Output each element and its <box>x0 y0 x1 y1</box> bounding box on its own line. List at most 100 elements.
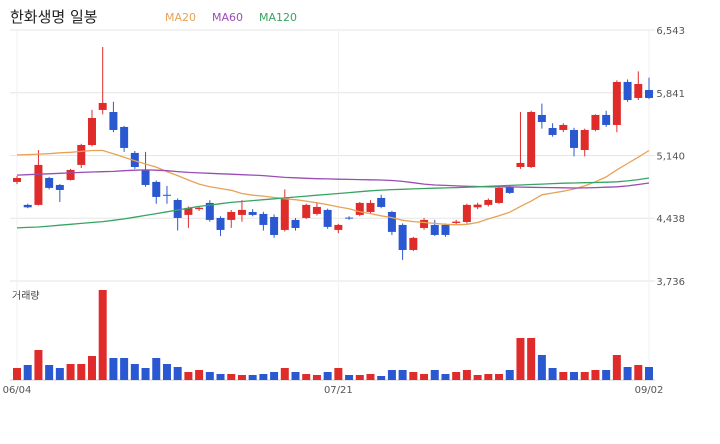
volume-bar <box>612 355 621 380</box>
volume-bar <box>34 350 43 380</box>
volume-bar <box>430 370 439 380</box>
x-tick-label: 09/02 <box>635 385 664 396</box>
candle-body <box>516 162 525 167</box>
candle-body <box>323 209 332 227</box>
volume-bar <box>505 370 514 380</box>
candle-body <box>452 221 461 223</box>
candle-body <box>162 194 171 196</box>
candle-body <box>623 81 632 101</box>
candle-body <box>109 111 118 130</box>
candle-body <box>409 237 418 250</box>
volume-bar <box>130 364 139 380</box>
candle-body <box>141 169 150 185</box>
volume-bar <box>280 368 289 380</box>
volume-bar <box>334 368 343 380</box>
volume-bar <box>462 370 471 380</box>
candle-body <box>484 199 493 205</box>
y-tick-label: 4,438 <box>656 214 685 225</box>
volume-bar <box>291 372 300 380</box>
candle-body <box>505 186 514 193</box>
volume-bar <box>559 372 568 380</box>
volume-bar <box>184 372 193 380</box>
candle-body <box>570 129 579 148</box>
candle-body <box>152 181 161 197</box>
ma-line <box>16 169 650 189</box>
candle-body <box>527 111 536 167</box>
candle-body <box>462 204 471 222</box>
volume-bar <box>227 374 236 380</box>
chart-title: 한화생명 일봉 <box>10 8 98 26</box>
y-tick-label: 5,841 <box>656 89 685 100</box>
candle-body <box>420 219 429 228</box>
volume-bar <box>141 368 150 380</box>
candle-body <box>77 144 86 165</box>
candle-body <box>23 204 32 208</box>
volume-bar <box>87 356 96 380</box>
volume-bar <box>570 372 579 380</box>
candle-body <box>34 164 43 205</box>
candle-body <box>473 204 482 208</box>
volume-bar <box>55 368 64 380</box>
volume-bar <box>205 372 214 380</box>
candle-body <box>66 169 75 180</box>
candle-body <box>495 187 504 203</box>
candle-body <box>184 207 193 215</box>
candle-body <box>398 224 407 250</box>
volume-bar <box>580 372 589 380</box>
candle-body <box>591 114 600 130</box>
volume-bar <box>366 374 375 380</box>
candle-body <box>98 102 107 110</box>
candle-body <box>645 90 653 98</box>
volume-bar <box>45 365 54 380</box>
candle-body <box>173 199 182 218</box>
volume-bar <box>77 364 86 380</box>
candle-body <box>334 224 343 230</box>
ma-line <box>16 149 650 226</box>
volume-bar <box>13 368 21 380</box>
candle-body <box>548 128 557 135</box>
candle-body <box>387 211 396 232</box>
volume-bar <box>377 376 386 380</box>
candle-body <box>366 202 375 212</box>
volume-bar <box>645 367 653 380</box>
candle-body <box>612 81 621 125</box>
y-tick-label: 5,140 <box>656 151 685 162</box>
candle-body <box>227 211 236 220</box>
volume-bar <box>323 372 332 380</box>
candle-body <box>430 224 439 235</box>
volume-bar <box>248 375 257 380</box>
volume-bar <box>98 290 107 380</box>
candle-body <box>280 197 289 230</box>
volume-bar <box>591 370 600 380</box>
volume-bar <box>259 374 268 380</box>
volume-bar <box>420 374 429 380</box>
candle-body <box>345 217 354 219</box>
candle-body <box>291 219 300 228</box>
volume-bar <box>66 364 75 380</box>
volume-bar <box>473 375 482 380</box>
volume-bar <box>441 374 450 380</box>
legend-entry: MA20 <box>165 11 196 24</box>
volume-bar <box>623 367 632 380</box>
volume-bar <box>312 375 321 380</box>
candle-body <box>248 211 257 215</box>
volume-bar <box>216 374 225 380</box>
volume-bar <box>23 365 32 380</box>
volume-bar <box>409 372 418 380</box>
volume-bar <box>302 374 311 380</box>
ma-line <box>16 177 650 229</box>
candle-body <box>55 184 64 190</box>
candle-body <box>13 177 21 182</box>
candle-body <box>302 204 311 218</box>
candle-body <box>377 197 386 207</box>
volume-bar <box>398 370 407 380</box>
candle-body <box>559 124 568 130</box>
volume-bar <box>120 358 129 380</box>
volume-bar <box>484 374 493 380</box>
volume-bar <box>527 338 536 380</box>
volume-bar <box>452 372 461 380</box>
volume-bar <box>537 355 546 380</box>
candle-body <box>87 117 96 145</box>
